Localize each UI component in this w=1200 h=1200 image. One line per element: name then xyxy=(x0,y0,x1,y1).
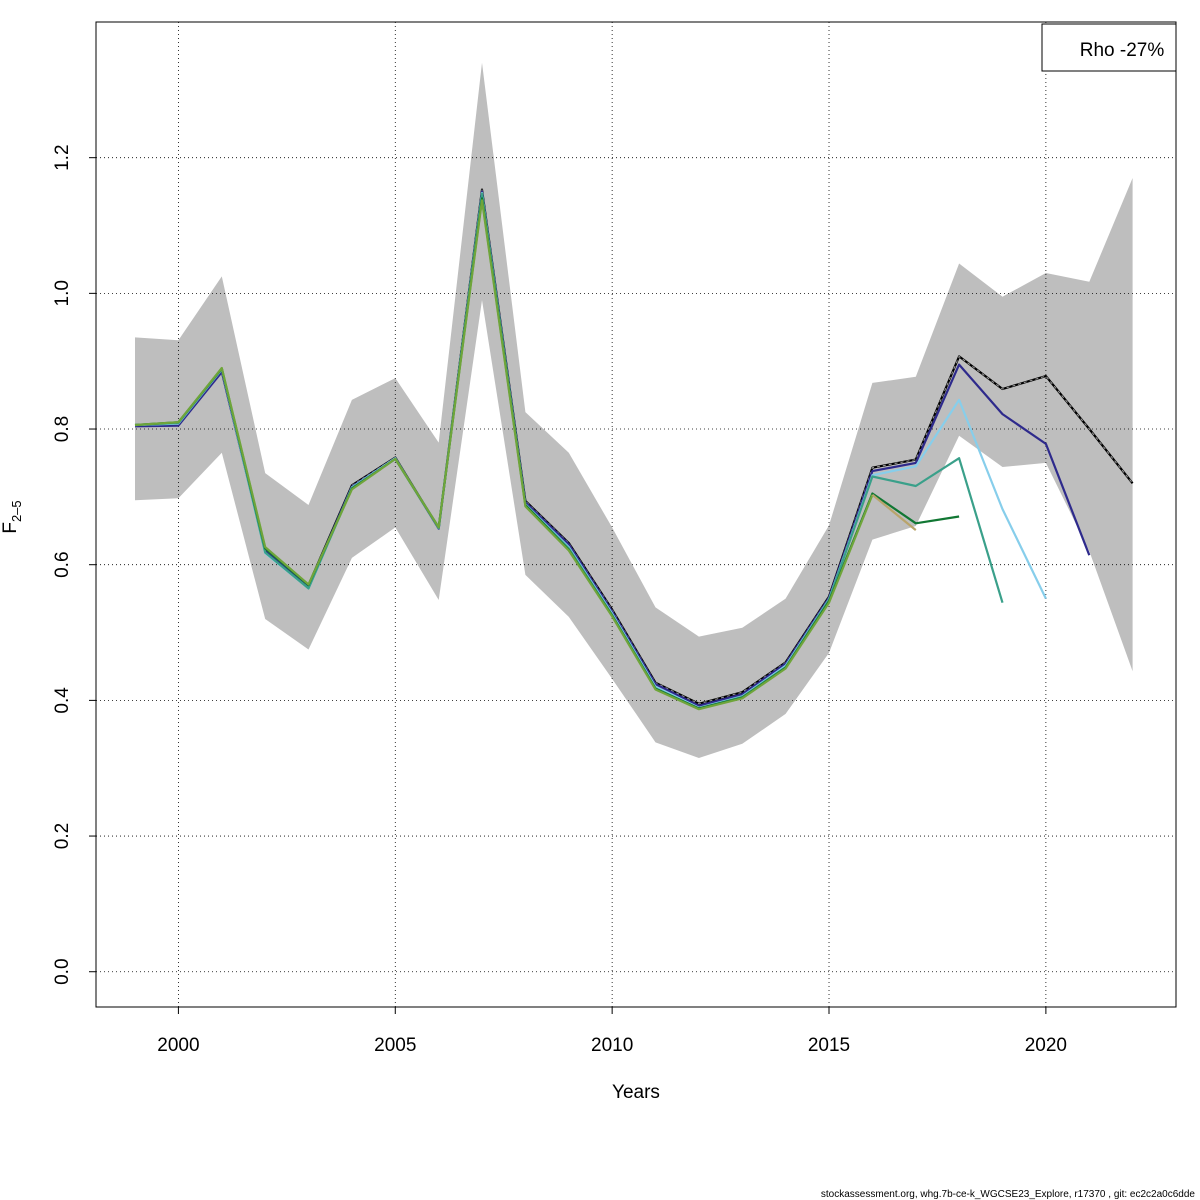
footer-text: stockassessment.org, whg.7b-ce-k_WGCSE23… xyxy=(821,1189,1196,1200)
x-tick-label-2: 2010 xyxy=(591,1035,633,1056)
series-line-6 xyxy=(871,493,917,531)
legend-text: Rho -27% xyxy=(1080,40,1165,61)
y-axis: 0.0 0.2 0.4 0.6 0.8 1.0 1.2 xyxy=(52,144,96,985)
grid-layer xyxy=(96,22,1176,1007)
legend-box xyxy=(1041,23,1177,72)
x-tick-label-1: 2005 xyxy=(374,1035,416,1056)
plot-frame xyxy=(95,21,1177,1008)
confidence-band-layer xyxy=(135,62,1133,758)
confidence-band xyxy=(135,62,1133,758)
y-tick-label-6: 1.2 xyxy=(52,144,73,170)
x-tick-label-4: 2020 xyxy=(1025,1035,1067,1056)
y-tick-label-5: 1.0 xyxy=(52,280,73,306)
y-axis-title-subscript: 2–5 xyxy=(9,500,24,522)
series-layer xyxy=(134,188,1134,711)
y-tick-label-2: 0.4 xyxy=(52,687,73,714)
x-tick-label-0: 2000 xyxy=(157,1035,199,1056)
x-axis: 2000 2005 2010 2015 2020 xyxy=(157,1007,1067,1056)
series-line-5 xyxy=(134,199,874,711)
y-tick-label-0: 0.0 xyxy=(52,958,73,984)
x-axis-title: Years xyxy=(612,1082,660,1103)
x-tick-label-3: 2015 xyxy=(808,1035,850,1056)
legend: Rho -27% xyxy=(1041,23,1177,72)
y-axis-title: F2–5 xyxy=(0,500,24,533)
y-tick-label-3: 0.6 xyxy=(52,551,73,577)
y-tick-label-1: 0.2 xyxy=(52,823,73,849)
y-tick-label-4: 0.8 xyxy=(52,416,73,442)
y-axis-title-main: F xyxy=(0,522,21,534)
